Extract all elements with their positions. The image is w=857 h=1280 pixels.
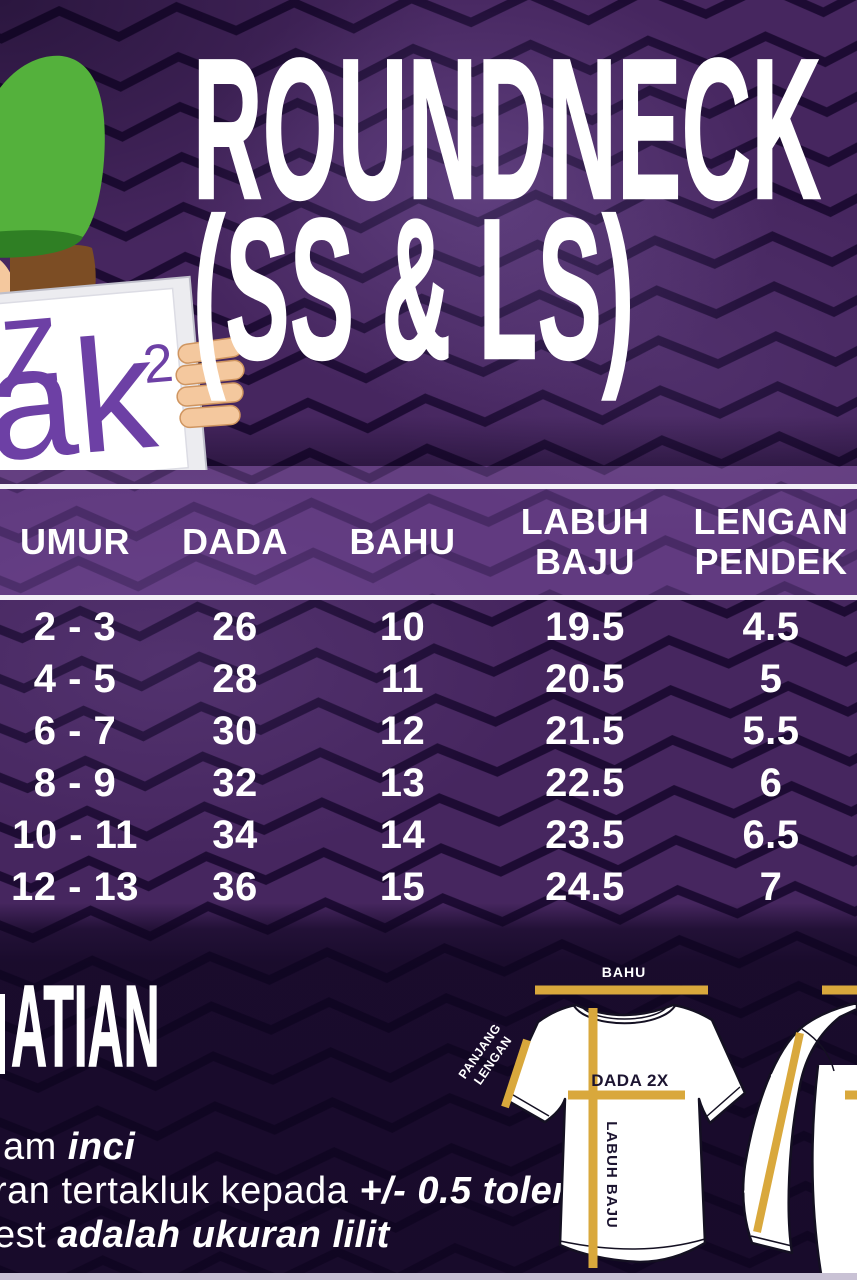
notice-line2-regular: ran tertakluk kepada — [0, 1170, 360, 1212]
cell-umur: 4 - 5 — [33, 656, 117, 701]
cell-labuh: 19.5 — [545, 604, 625, 649]
long-sleeve-body — [812, 1065, 857, 1280]
cell-lengan: 4.5 — [742, 604, 800, 649]
header-divider-bottom — [0, 595, 857, 600]
cell-labuh: 23.5 — [545, 812, 625, 857]
cell-labuh: 20.5 — [545, 656, 625, 701]
mascot-cap-brim — [0, 230, 83, 258]
cell-lengan: 7 — [759, 864, 783, 909]
sign-text-superscript: 2 — [141, 333, 176, 395]
size-table-header: UMUR DADA BAHU LABUH BAJU LENGAN PENDEK — [0, 489, 857, 595]
notice-line1-regular: lam — [0, 1126, 68, 1168]
col-header-dada: DADA — [182, 521, 288, 562]
cell-bahu: 10 — [379, 604, 426, 649]
cell-labuh: 24.5 — [545, 864, 625, 909]
sign-text-line2: ak — [0, 302, 163, 470]
labuh-baju-label: LABUH BAJU — [603, 1121, 620, 1229]
poster-title-line2: (SS & LS) — [192, 178, 635, 401]
notice-lines: lam inci ran tertakluk kepada +/- 0.5 to… — [0, 1125, 635, 1257]
size-table-body: 2 - 3 26 10 19.5 4.5 4 - 5 28 11 20.5 5 … — [0, 601, 857, 913]
cell-dada: 34 — [212, 812, 258, 857]
hem-stitch-line — [559, 1238, 706, 1250]
notice-line3-regular: est — [0, 1214, 58, 1256]
panjang-lengan-label-short: PANJANG LENGAN — [456, 1021, 515, 1087]
long-sleeve-arm — [741, 1001, 857, 1255]
poster-title-line1: ROUNDNECK — [192, 18, 822, 241]
cell-dada: 32 — [212, 760, 258, 805]
cell-dada: 26 — [212, 604, 258, 649]
left-cuff-line — [507, 1091, 550, 1117]
short-sleeve-shirt — [501, 1003, 747, 1264]
cell-umur: 8 - 9 — [33, 760, 117, 805]
notice-line3-emphasis: adalah ukuran lilit — [57, 1214, 390, 1256]
header-divider-top — [0, 484, 857, 489]
mascot-sign: z ak 2 — [0, 273, 209, 470]
notice-heading-fragment: ATIAN — [11, 961, 160, 1091]
cell-umur: 6 - 7 — [33, 708, 117, 753]
cell-bahu: 13 — [379, 760, 426, 805]
cell-dada: 30 — [212, 708, 258, 753]
right-cuff-line — [705, 1086, 741, 1118]
long-cuff-line — [750, 1235, 793, 1247]
table-header-band — [0, 489, 857, 595]
cell-lengan: 6.5 — [742, 812, 800, 857]
notice-line1-emphasis: inci — [67, 1126, 136, 1168]
cut-letter-sliver — [0, 994, 5, 1074]
cell-labuh: 21.5 — [545, 708, 625, 753]
mascot-hand — [175, 337, 245, 429]
cell-umur: 12 - 13 — [10, 864, 140, 909]
cell-dada: 28 — [212, 656, 258, 701]
cell-umur: 2 - 3 — [33, 604, 117, 649]
cell-umur: 10 - 11 — [12, 812, 138, 857]
col-header-lengan-pendek: LENGAN PENDEK — [693, 501, 849, 582]
shirt-measurement-diagram: BAHU DADA 2X LABUH BAJU PANJANG LENGAN — [456, 964, 857, 1280]
shoulder-seam-arc — [801, 1028, 835, 1072]
mascot-boy-illustration: z ak 2 — [0, 55, 245, 470]
collar-outer-arc — [573, 1005, 676, 1025]
pre-header-highlight — [0, 466, 857, 484]
panjang-lengan-measure-line-long — [753, 1032, 804, 1233]
dada-label: DADA 2X — [591, 1071, 669, 1090]
collar-inner-arc — [581, 1006, 668, 1020]
col-header-bahu: BAHU — [349, 521, 456, 562]
cell-lengan: 5 — [759, 656, 783, 701]
bottom-edge-strip — [0, 1273, 857, 1280]
panjang-lengan-measure-line-short — [501, 1038, 531, 1109]
cell-bahu: 15 — [379, 864, 426, 909]
cell-bahu: 12 — [379, 708, 426, 753]
cell-lengan: 6 — [759, 760, 783, 805]
bahu-label: BAHU — [602, 964, 646, 980]
notice-line-3: est adalah ukuran lilit — [0, 1213, 635, 1257]
col-header-labuh-baju: LABUH BAJU — [520, 501, 650, 582]
cell-bahu: 14 — [379, 812, 426, 857]
sign-text-line1: z — [0, 273, 65, 412]
cell-labuh: 22.5 — [545, 760, 625, 805]
notice-line-1: lam inci — [0, 1125, 635, 1169]
cell-lengan: 5.5 — [742, 708, 800, 753]
mascot-cap — [0, 55, 105, 246]
long-sleeve-body-outline — [811, 1064, 824, 1280]
cell-bahu: 11 — [380, 656, 425, 701]
col-header-umur: UMUR — [20, 521, 130, 562]
cell-dada: 36 — [212, 864, 258, 909]
